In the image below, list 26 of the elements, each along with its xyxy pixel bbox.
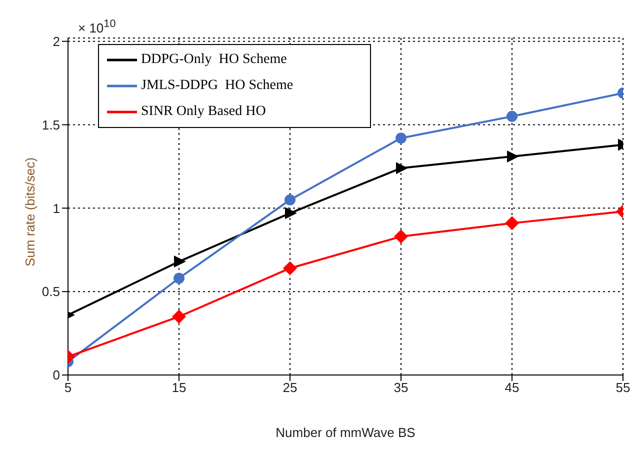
- point: [394, 230, 408, 244]
- point: [284, 194, 296, 206]
- y-axis-title: Sum rate (bits/sec): [22, 157, 38, 266]
- point: [283, 261, 297, 276]
- x-tick-label: 45: [504, 380, 520, 396]
- y-tick-label: 0.5: [42, 284, 60, 300]
- point: [396, 162, 408, 174]
- x-axis-title: Number of mmWave BS: [276, 425, 416, 440]
- y-tick-label: 1: [52, 200, 60, 216]
- point: [174, 256, 186, 268]
- point: [506, 110, 518, 122]
- text: × 10$^{10}$: [78, 18, 116, 36]
- x-tick-label: 55: [616, 380, 630, 396]
- legend-label: DDPG-Only HO Scheme: [141, 52, 287, 68]
- x-tick-label: 15: [172, 380, 186, 396]
- x-tick-label: 5: [64, 380, 72, 396]
- point: [505, 216, 519, 230]
- legend-label: SINR Only Based HO: [141, 104, 266, 120]
- y-tick-label: 2: [52, 34, 60, 49]
- x-tick-label: 35: [394, 380, 408, 396]
- x-tick-label: 25: [282, 380, 298, 396]
- point: [396, 132, 406, 144]
- point: [285, 207, 297, 220]
- y-tick-label: 1.5: [42, 117, 60, 132]
- legend-label: JMLS-DDPG HO Scheme: [141, 78, 294, 94]
- y-tick-label: 0: [52, 368, 60, 383]
